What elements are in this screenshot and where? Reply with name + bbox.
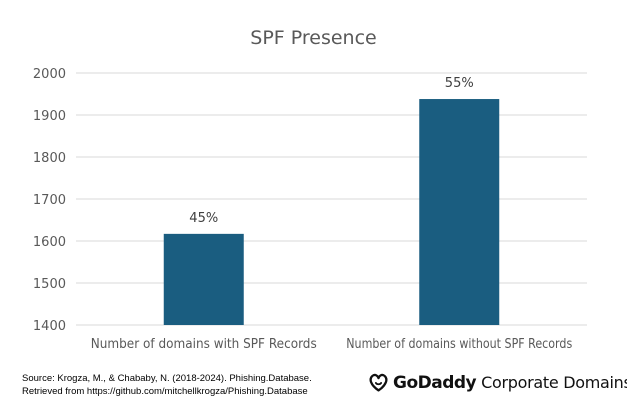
y-tick-label: 1400 bbox=[33, 319, 66, 334]
chart-title: SPF Presence bbox=[250, 27, 377, 49]
data-label: 55% bbox=[445, 76, 474, 91]
bar bbox=[163, 233, 244, 325]
y-tick-label: 1500 bbox=[33, 277, 66, 292]
logo-brand: GoDaddy bbox=[393, 372, 477, 393]
x-tick-label: Number of domains without SPF Records bbox=[346, 337, 572, 352]
grid-lines bbox=[76, 72, 587, 326]
y-tick-label: 1800 bbox=[33, 151, 66, 166]
y-axis-ticks: 2000 1900 1800 1700 1600 1500 1400 bbox=[33, 67, 66, 334]
x-axis-ticks: Number of domains with SPF Records Number… bbox=[91, 337, 573, 352]
data-labels: 45% 55% bbox=[189, 76, 473, 226]
bar-chart: 2000 1900 1800 1700 1600 1500 1400 45% 55% Numb… bbox=[33, 67, 587, 352]
source-line-1: Source: Krogza, M., & Chababy, N. (2018-… bbox=[22, 373, 312, 384]
y-tick-label: 2000 bbox=[33, 67, 66, 82]
bar bbox=[419, 99, 500, 325]
bars bbox=[163, 99, 500, 325]
y-tick-label: 1900 bbox=[33, 109, 66, 124]
godaddy-logo-icon bbox=[369, 373, 388, 392]
godaddy-logo: GoDaddy Corporate Domains bbox=[368, 372, 627, 393]
source-line-2: Retrieved from https://github.com/mitche… bbox=[22, 386, 308, 397]
logo-tagline: Corporate Domains bbox=[481, 373, 627, 392]
y-tick-label: 1600 bbox=[33, 235, 66, 250]
y-tick-label: 1700 bbox=[33, 193, 66, 208]
source-citation: Source: Krogza, M., & Chababy, N. (2018-… bbox=[22, 372, 312, 398]
x-tick-label: Number of domains with SPF Records bbox=[91, 337, 317, 352]
data-label: 45% bbox=[189, 211, 218, 226]
